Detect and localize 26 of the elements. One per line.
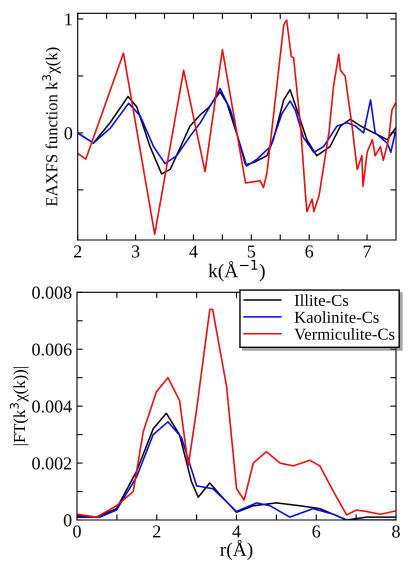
- x-tick-label: 6: [305, 245, 314, 258]
- legend-label: Kaolinite-Cs: [294, 311, 379, 323]
- y-tick-label: 0.002: [32, 457, 72, 470]
- y-axis-title: EAXFS function k$^{3}$χ(k): [42, 48, 61, 206]
- x-tick-label: 4: [232, 526, 241, 538]
- y-tick-label: 0: [64, 127, 72, 140]
- x-tick-label: 3: [132, 245, 140, 258]
- x-tick-label: 5: [248, 246, 256, 258]
- x-tick-label: 4: [189, 246, 198, 258]
- x-tick-label: 0: [73, 525, 81, 538]
- y-tick-label: 1: [65, 13, 72, 26]
- x-tick-label: 8: [392, 525, 400, 538]
- x-tick-label: 2: [74, 245, 82, 258]
- y-tick-label: 0.008: [32, 286, 72, 299]
- x-axis-title: k(Å$^{−1}$): [208, 260, 265, 282]
- legend-label: Illite-Cs: [294, 294, 348, 306]
- x-tick-label: 7: [364, 246, 372, 258]
- y-axis-title: |FT(k$^{3}$χ(k))|: [10, 367, 29, 446]
- y-tick-label: 0.004: [32, 400, 72, 413]
- y-tick-label: 0.006: [32, 343, 72, 356]
- x-tick-label: 2: [153, 525, 160, 538]
- y-tick-label: 0: [64, 514, 72, 526]
- x-axis-title: r(Å): [220, 540, 252, 560]
- line-series: [78, 19, 396, 236]
- legend-label: Vermiculite-Cs: [294, 328, 394, 340]
- x-tick-label: 6: [312, 525, 320, 538]
